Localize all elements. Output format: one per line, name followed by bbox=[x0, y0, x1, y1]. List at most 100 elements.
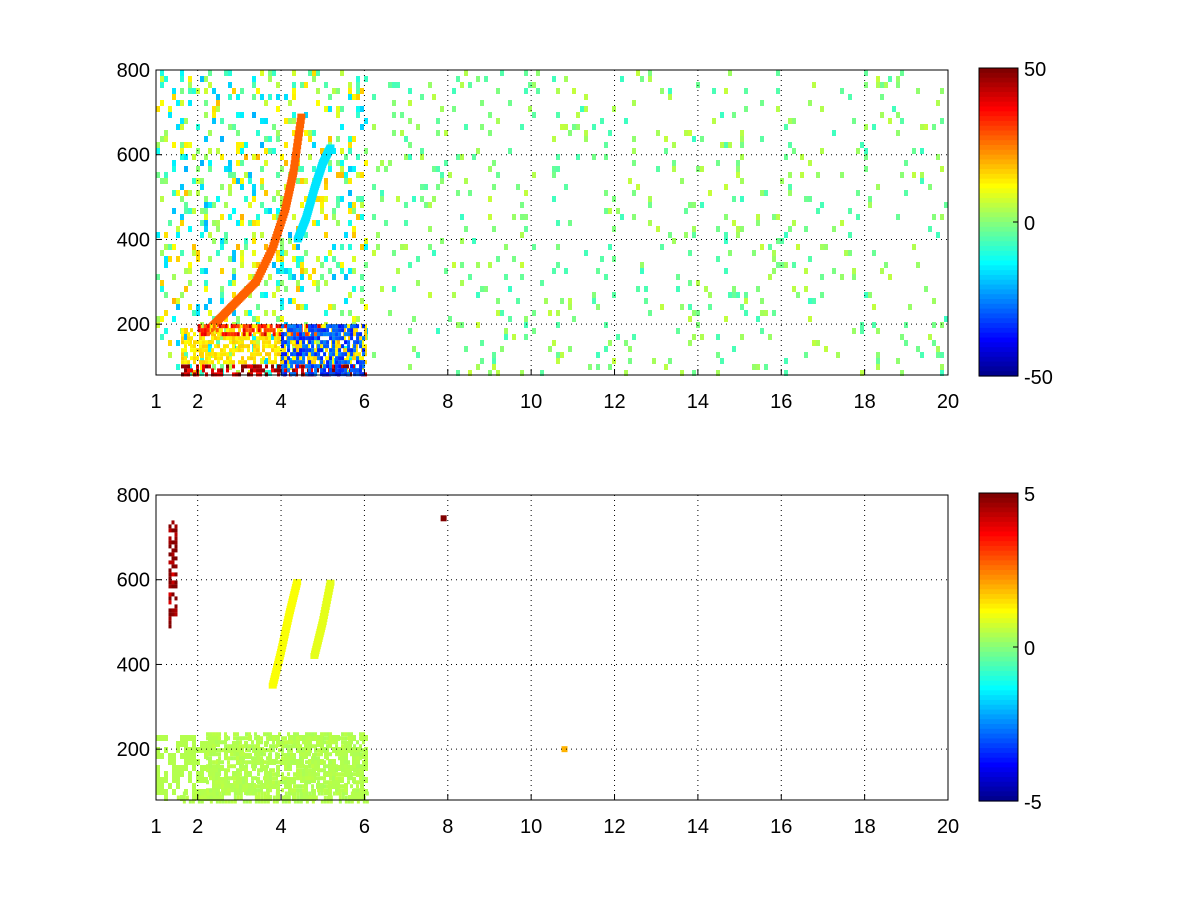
heatmap-cell bbox=[312, 280, 316, 286]
heatmap-feature-cell bbox=[239, 768, 243, 773]
heatmap-cell bbox=[224, 166, 228, 172]
heatmap-cell bbox=[268, 70, 272, 76]
heatmap-cell bbox=[776, 214, 780, 220]
heatmap-cell bbox=[188, 777, 192, 783]
heatmap-cell bbox=[188, 280, 192, 286]
bottom-grid bbox=[156, 495, 948, 800]
heatmap-feature-cell bbox=[343, 348, 347, 353]
heatmap-feature-cell bbox=[295, 372, 299, 377]
heatmap-cell bbox=[868, 196, 872, 202]
heatmap-feature-cell bbox=[326, 324, 330, 329]
heatmap-cell bbox=[616, 208, 620, 214]
heatmap-feature-cell bbox=[326, 344, 330, 349]
heatmap-feature-cell bbox=[320, 760, 324, 765]
heatmap-feature-cell bbox=[358, 356, 362, 361]
heatmap-cell bbox=[716, 160, 720, 166]
heatmap-feature-cell bbox=[242, 776, 246, 781]
heatmap-cell bbox=[680, 370, 684, 376]
colorbar-step bbox=[979, 68, 1018, 74]
heatmap-feature-cell bbox=[266, 740, 270, 745]
heatmap-cell bbox=[232, 783, 236, 789]
heatmap-feature-cell bbox=[217, 344, 221, 349]
heatmap-feature-cell bbox=[293, 324, 297, 329]
heatmap-cell bbox=[424, 202, 428, 208]
heatmap-cell bbox=[180, 220, 184, 226]
heatmap-cell bbox=[196, 304, 200, 310]
heatmap-feature-cell bbox=[323, 748, 327, 753]
heatmap-feature-cell bbox=[308, 328, 312, 333]
heatmap-feature-cell bbox=[281, 356, 285, 361]
colorbar-step bbox=[979, 101, 1018, 108]
heatmap-cell bbox=[320, 196, 324, 202]
heatmap-cell bbox=[724, 268, 728, 274]
heatmap-feature-cell bbox=[346, 324, 350, 329]
heatmap-cell bbox=[208, 166, 212, 172]
heatmap-cell bbox=[784, 370, 788, 376]
heatmap-cell bbox=[288, 358, 292, 364]
heatmap-cell bbox=[428, 82, 432, 88]
heatmap-cell bbox=[428, 226, 432, 232]
heatmap-feature-cell bbox=[359, 752, 363, 757]
top-x-tick-labels: 1 2 4 6 8 10 12 14 16 18 20 bbox=[150, 369, 959, 413]
heatmap-feature-cell bbox=[335, 791, 339, 796]
heatmap-feature-cell bbox=[220, 348, 224, 353]
heatmap-feature-cell bbox=[260, 736, 264, 741]
heatmap-cell bbox=[176, 747, 180, 753]
heatmap-feature-cell bbox=[317, 336, 321, 341]
heatmap-cell bbox=[672, 142, 676, 148]
heatmap-feature-cell bbox=[356, 780, 360, 785]
heatmap-cell bbox=[176, 124, 180, 130]
heatmap-cell bbox=[240, 178, 244, 184]
heatmap-feature-cell bbox=[359, 344, 363, 349]
heatmap-cell bbox=[244, 238, 248, 244]
heatmap-feature-cell bbox=[326, 740, 330, 745]
heatmap-feature-cell bbox=[179, 795, 183, 800]
heatmap-cell bbox=[492, 364, 496, 370]
heatmap-cell bbox=[852, 118, 856, 124]
heatmap-cell bbox=[264, 771, 268, 777]
heatmap-feature-cell bbox=[299, 760, 303, 765]
heatmap-cell bbox=[556, 358, 560, 364]
heatmap-cell bbox=[412, 196, 416, 202]
heatmap-feature-cell bbox=[241, 340, 245, 345]
heatmap-cell bbox=[316, 220, 320, 226]
heatmap-feature-cell bbox=[326, 788, 330, 793]
heatmap-cell bbox=[204, 777, 208, 783]
heatmap-feature-cell bbox=[200, 332, 204, 337]
heatmap-feature-cell bbox=[296, 360, 300, 365]
heatmap-feature-cell bbox=[299, 748, 303, 753]
heatmap-cell bbox=[272, 262, 276, 268]
heatmap-feature-cell bbox=[241, 344, 245, 349]
heatmap-cell bbox=[488, 214, 492, 220]
heatmap-cell bbox=[220, 118, 224, 124]
heatmap-feature-cell bbox=[254, 748, 258, 753]
colorbar-step bbox=[979, 724, 1018, 730]
heatmap-feature-cell bbox=[209, 776, 213, 781]
heatmap-cell bbox=[436, 130, 440, 136]
heatmap-ridge-cell bbox=[321, 603, 330, 610]
heatmap-feature-cell bbox=[224, 772, 228, 777]
heatmap-cell bbox=[824, 244, 828, 250]
heatmap-cell bbox=[716, 352, 720, 358]
heatmap-ridge-cell bbox=[293, 139, 302, 146]
heatmap-cell bbox=[184, 268, 188, 274]
heatmap-feature-cell bbox=[263, 328, 267, 333]
heatmap-feature-cell bbox=[352, 352, 356, 357]
heatmap-feature-cell bbox=[323, 352, 327, 357]
heatmap-cell bbox=[208, 202, 212, 208]
heatmap-cell bbox=[352, 268, 356, 274]
heatmap-feature-cell bbox=[230, 748, 234, 753]
heatmap-feature-cell bbox=[344, 360, 348, 365]
heatmap-feature-cell bbox=[337, 344, 341, 349]
heatmap-cell bbox=[300, 304, 304, 310]
heatmap-feature-cell bbox=[171, 608, 175, 613]
heatmap-cell bbox=[328, 106, 332, 112]
heatmap-feature-cell bbox=[220, 368, 224, 373]
heatmap-feature-cell bbox=[287, 740, 291, 745]
heatmap-cell bbox=[180, 148, 184, 154]
heatmap-feature-cell bbox=[239, 764, 243, 769]
heatmap-cell bbox=[508, 286, 512, 292]
heatmap-feature-cell bbox=[293, 348, 297, 353]
heatmap-cell bbox=[792, 118, 796, 124]
heatmap-cell bbox=[244, 154, 248, 160]
